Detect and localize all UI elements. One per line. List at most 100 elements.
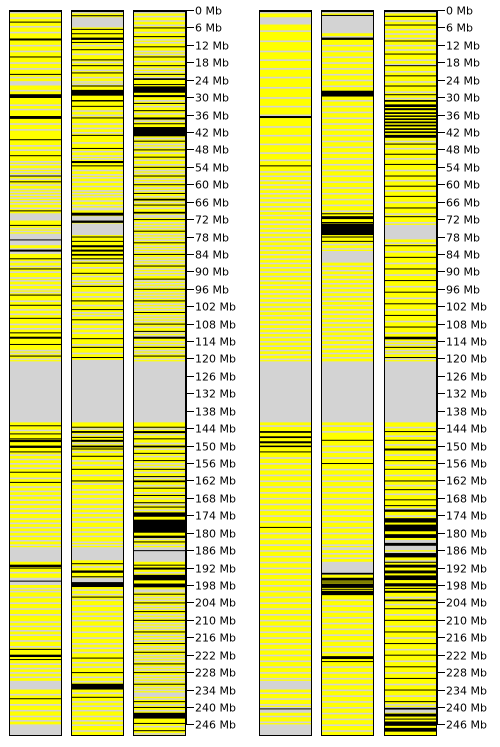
y-tick-label: 168 Mb xyxy=(195,493,236,506)
black-line-mark xyxy=(133,288,186,290)
gray-line-mark xyxy=(133,634,186,636)
black-band-mark xyxy=(384,112,437,114)
y-tick-label: 108 Mb xyxy=(446,319,487,332)
black-line-mark xyxy=(133,84,186,86)
gray-line-mark xyxy=(259,171,312,173)
y-tick-label: 198 Mb xyxy=(446,580,487,593)
y-tick-label: 42 Mb xyxy=(446,127,480,140)
gray-line-mark xyxy=(71,508,124,510)
black-band-mark xyxy=(321,590,374,596)
gray-line-mark xyxy=(71,483,124,485)
gray-line-mark xyxy=(9,123,62,125)
black-line-mark xyxy=(133,611,186,613)
gray-line-mark xyxy=(133,492,186,494)
gray-line-mark xyxy=(259,579,312,581)
black-line-mark xyxy=(9,659,62,661)
y-tick-label: 192 Mb xyxy=(446,563,487,576)
black-line-mark xyxy=(133,184,186,186)
black-line-mark xyxy=(71,147,124,149)
gray-line-mark xyxy=(71,150,124,153)
gray-line-mark xyxy=(384,539,437,542)
gray-line-mark xyxy=(259,50,312,53)
gray-line-mark xyxy=(9,704,62,706)
black-line-mark xyxy=(133,706,186,708)
gray-line-mark xyxy=(133,590,186,593)
gray-line-mark xyxy=(259,105,312,108)
black-band-mark xyxy=(321,90,374,97)
right-track-3 xyxy=(384,10,437,736)
gray-line-mark xyxy=(9,349,62,352)
black-line-mark xyxy=(133,460,186,462)
gray-line-mark xyxy=(259,544,312,546)
y-tick-label: 60 Mb xyxy=(446,179,480,192)
gray-line-mark xyxy=(133,159,186,162)
gray-line-mark xyxy=(259,214,312,217)
gray-line-mark xyxy=(321,628,374,631)
gray-line-mark xyxy=(133,178,186,181)
gray-line-mark xyxy=(259,152,312,154)
black-line-mark xyxy=(71,85,124,87)
y-tick-label: 72 Mb xyxy=(446,214,480,227)
gray-line-mark xyxy=(71,304,124,307)
gray-line-mark xyxy=(384,169,437,172)
black-band-mark xyxy=(321,223,374,236)
gray-line-mark xyxy=(9,467,62,469)
black-line-mark xyxy=(384,701,437,703)
gray-line-mark xyxy=(384,435,437,438)
gray-line-mark xyxy=(71,647,124,650)
gray-line-mark xyxy=(71,142,124,144)
black-line-mark xyxy=(321,240,374,242)
gray-line-mark xyxy=(9,614,62,616)
gray-line-mark xyxy=(9,608,62,610)
black-line-mark xyxy=(133,438,186,440)
gray-line-mark xyxy=(321,497,374,500)
black-line-mark xyxy=(9,425,62,427)
black-line-mark xyxy=(384,24,437,26)
black-band-mark xyxy=(133,512,186,517)
gray-line-mark xyxy=(71,428,124,430)
gray-band-mark xyxy=(259,17,312,25)
gray-line-mark xyxy=(71,619,124,622)
gray-line-mark xyxy=(71,730,124,732)
gray-line-mark xyxy=(71,680,124,683)
gray-line-mark xyxy=(133,326,186,329)
black-line-mark xyxy=(133,643,186,645)
gray-line-mark xyxy=(259,210,312,212)
gray-line-mark xyxy=(9,596,62,599)
black-band-mark xyxy=(133,95,186,98)
black-line-mark xyxy=(133,102,186,104)
gray-line-mark xyxy=(259,625,312,628)
gray-line-mark xyxy=(384,63,437,66)
gray-line-mark xyxy=(133,544,186,546)
gray-line-mark xyxy=(259,188,312,191)
gray-line-mark xyxy=(133,248,186,250)
gray-line-mark xyxy=(71,724,124,726)
gray-line-mark xyxy=(9,621,62,623)
gray-line-mark xyxy=(133,509,186,512)
black-line-mark xyxy=(321,213,374,215)
y-tick-label: 150 Mb xyxy=(446,441,487,454)
gray-line-mark xyxy=(133,214,186,217)
black-line-mark xyxy=(9,73,62,75)
black-band-mark xyxy=(133,535,186,538)
black-line-mark xyxy=(384,631,437,633)
gray-line-mark xyxy=(384,625,437,628)
black-band-mark xyxy=(384,336,437,340)
gray-band-mark xyxy=(321,251,374,263)
black-line-mark xyxy=(133,56,186,58)
black-line-mark xyxy=(384,326,437,328)
gray-line-mark xyxy=(133,50,186,53)
gray-line-mark xyxy=(71,666,124,668)
gray-line-mark xyxy=(321,357,374,359)
black-line-mark xyxy=(321,588,374,590)
y-tick-label: 60 Mb xyxy=(195,179,229,192)
gray-line-mark xyxy=(321,134,374,137)
gray-line-mark xyxy=(321,111,374,114)
y-tick-label: 156 Mb xyxy=(446,458,487,471)
gray-line-mark xyxy=(9,174,62,176)
gray-line-mark xyxy=(133,675,186,677)
gray-line-mark xyxy=(133,428,186,430)
black-line-mark xyxy=(133,265,186,267)
black-line-mark xyxy=(133,219,186,221)
gray-line-mark xyxy=(321,146,374,149)
